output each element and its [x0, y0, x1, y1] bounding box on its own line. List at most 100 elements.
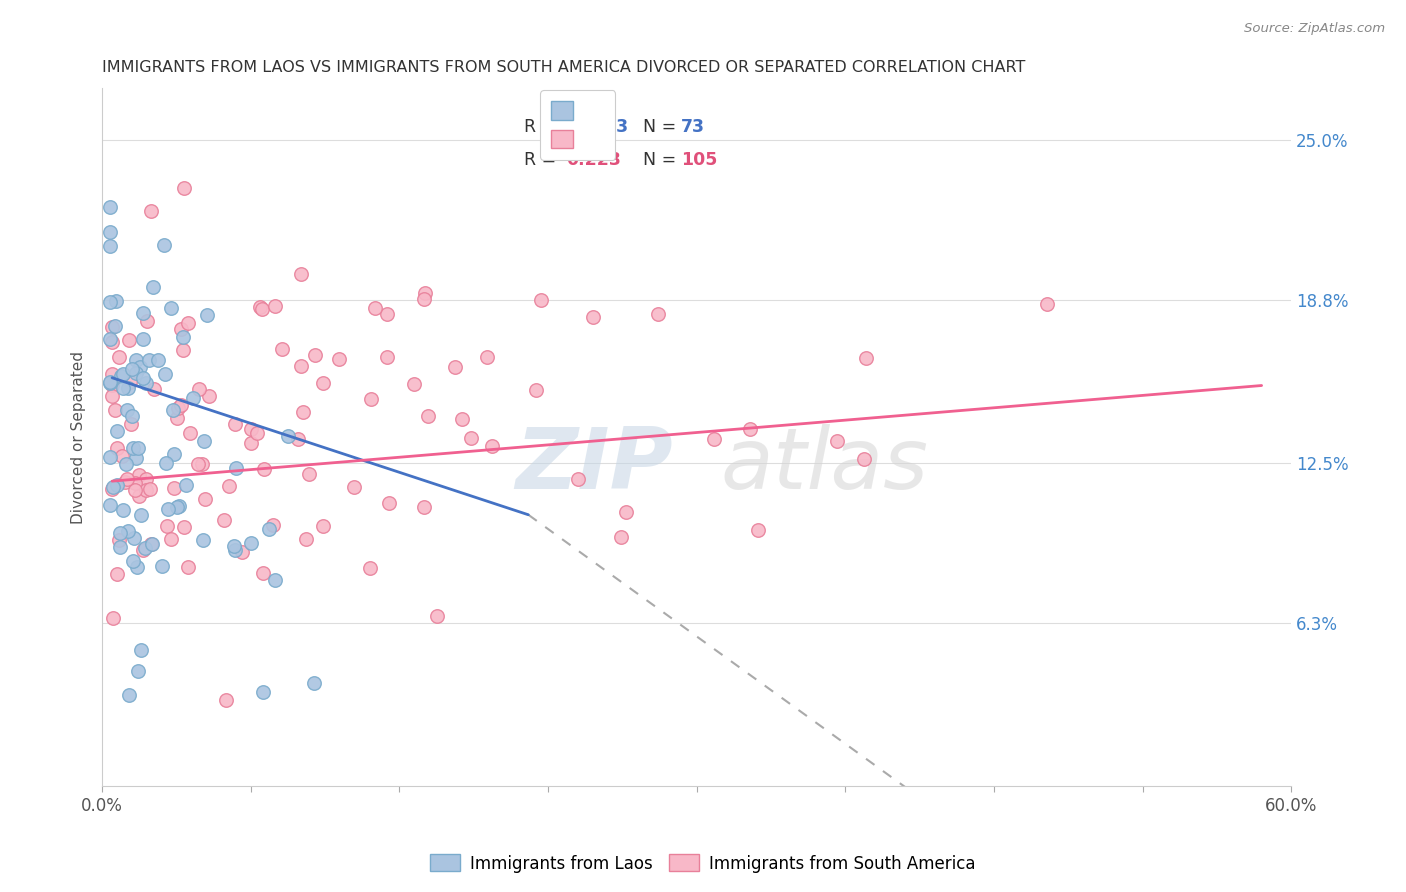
Point: [101, 377, 124, 392]
Point: [103, 480, 125, 494]
Point: [290, 359, 312, 373]
Text: 105: 105: [682, 151, 717, 169]
Point: [187, 457, 209, 471]
Point: [475, 351, 498, 365]
Point: [101, 335, 124, 350]
Point: [101, 367, 124, 381]
Point: [166, 401, 188, 415]
Point: [375, 307, 398, 321]
Point: [173, 181, 195, 195]
Point: [118, 333, 141, 347]
Point: [105, 478, 128, 492]
Point: [121, 409, 143, 423]
Text: 0.223: 0.223: [567, 151, 621, 169]
Point: [127, 664, 149, 678]
Point: [412, 293, 434, 307]
Text: R =: R =: [524, 151, 562, 169]
Point: [312, 519, 335, 533]
Point: [135, 376, 157, 391]
Point: [412, 500, 434, 514]
Point: [132, 542, 155, 557]
Text: N =: N =: [644, 151, 682, 169]
Point: [239, 422, 262, 436]
Point: [114, 475, 136, 489]
Point: [444, 359, 467, 374]
Point: [160, 532, 183, 546]
Point: [291, 405, 314, 419]
Point: [328, 352, 350, 367]
Point: [127, 441, 149, 455]
Point: [108, 351, 131, 365]
Point: [98, 375, 121, 389]
Legend:    ,    : ,: [540, 90, 616, 160]
Point: [152, 237, 174, 252]
Point: [121, 362, 143, 376]
Point: [312, 376, 335, 391]
Point: [122, 554, 145, 568]
Point: [195, 309, 218, 323]
Y-axis label: Divorced or Separated: Divorced or Separated: [72, 351, 86, 524]
Point: [150, 559, 173, 574]
Point: [105, 441, 128, 455]
Point: [852, 452, 875, 467]
Point: [1036, 297, 1059, 311]
Point: [127, 559, 149, 574]
Point: [101, 389, 124, 403]
Point: [172, 330, 194, 344]
Point: [302, 676, 325, 690]
Point: [98, 294, 121, 309]
Point: [117, 524, 139, 538]
Point: [98, 376, 121, 391]
Point: [117, 403, 139, 417]
Text: Source: ZipAtlas.com: Source: ZipAtlas.com: [1244, 22, 1385, 36]
Point: [159, 301, 181, 315]
Point: [172, 343, 194, 357]
Point: [124, 476, 146, 491]
Point: [121, 441, 143, 455]
Point: [108, 540, 131, 554]
Point: [290, 267, 312, 281]
Point: [101, 611, 124, 625]
Point: [413, 286, 436, 301]
Point: [128, 359, 150, 374]
Point: [239, 536, 262, 550]
Point: [128, 468, 150, 483]
Point: [179, 425, 201, 440]
Point: [416, 409, 439, 423]
Point: [252, 566, 274, 580]
Point: [342, 479, 364, 493]
Point: [139, 203, 162, 218]
Point: [174, 478, 197, 492]
Point: [98, 239, 121, 253]
Point: [110, 368, 132, 383]
Point: [162, 447, 184, 461]
Point: [104, 293, 127, 308]
Point: [264, 573, 287, 587]
Point: [98, 498, 121, 512]
Point: [277, 429, 299, 443]
Point: [212, 513, 235, 527]
Point: [98, 332, 121, 346]
Point: [193, 492, 215, 507]
Point: [451, 412, 474, 426]
Point: [614, 504, 637, 518]
Text: R =: R =: [524, 118, 562, 136]
Point: [138, 353, 160, 368]
Point: [98, 201, 121, 215]
Point: [112, 368, 135, 382]
Point: [253, 462, 276, 476]
Point: [98, 225, 121, 239]
Point: [181, 392, 204, 406]
Point: [304, 348, 326, 362]
Point: [378, 496, 401, 510]
Point: [460, 431, 482, 445]
Point: [128, 489, 150, 503]
Point: [190, 457, 212, 471]
Text: N =: N =: [644, 118, 682, 136]
Point: [115, 457, 138, 471]
Point: [146, 353, 169, 368]
Point: [101, 319, 124, 334]
Point: [825, 434, 848, 449]
Point: [104, 402, 127, 417]
Point: [222, 539, 245, 553]
